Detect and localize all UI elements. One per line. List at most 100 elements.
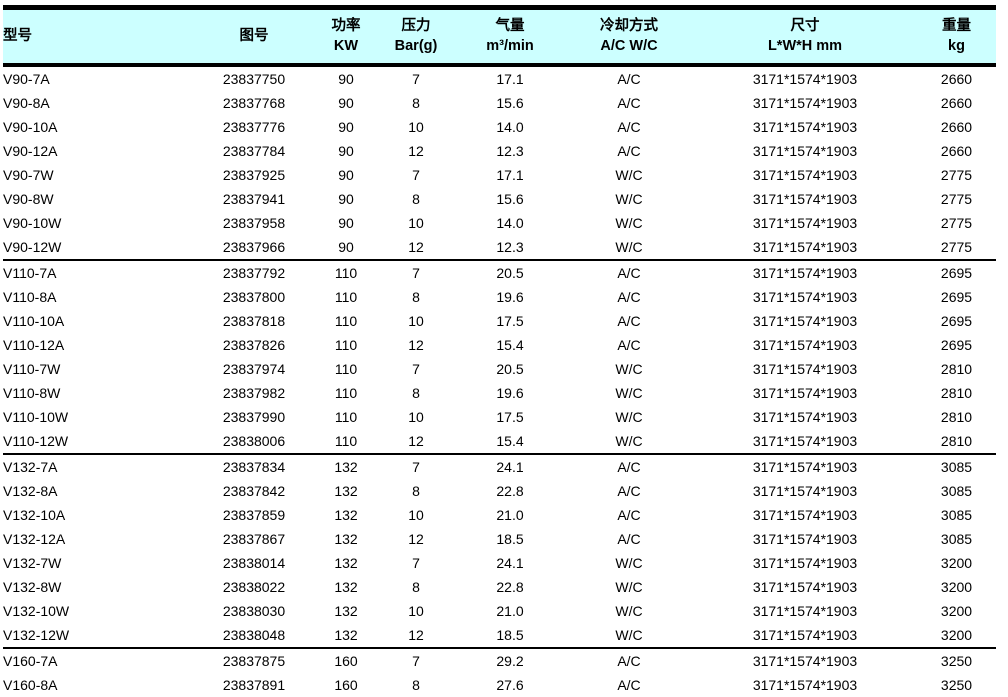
cell-drawing: 23837958 xyxy=(222,215,286,231)
cell-press: 7 xyxy=(412,71,420,87)
cell-cool: W/C xyxy=(615,361,643,377)
cell-power: 132 xyxy=(334,579,358,595)
cell-flow: 22.8 xyxy=(496,579,524,595)
cell-drawing: 23838048 xyxy=(222,627,286,643)
cell-weight: 3250 xyxy=(917,647,996,673)
table-row[interactable]: V160-7A 23837875 160 7 29.2 A/C 3171*1574*1903… xyxy=(3,647,996,673)
column-header-drawing: 图号 xyxy=(193,5,315,67)
table-row[interactable]: V110-12A 23837826 110 12 15.4 A/C 3171*1574*19… xyxy=(3,333,996,357)
table-row[interactable]: V160-8A 23837891 160 8 27.6 A/C 3171*1574*1903… xyxy=(3,673,996,697)
table-row[interactable]: V90-8A 23837768 90 8 15.6 A/C 3171*1574*1903 26… xyxy=(3,91,996,115)
cell-weight: 2810 xyxy=(940,409,973,425)
table-row[interactable]: V90-12A 23837784 90 12 12.3 A/C 3171*1574*1903… xyxy=(3,139,996,163)
cell-cool: A/C xyxy=(617,289,641,305)
cell-power: 90 xyxy=(338,95,354,111)
spec-sheet: 型号 图号 功率 KW 压力 Bar(g) 气量 m³/min xyxy=(3,5,996,692)
cell-drawing: 23838006 xyxy=(222,433,286,449)
cell-power: 110 xyxy=(334,385,358,401)
cell-flow: 20.5 xyxy=(455,259,565,285)
cell-press: 10 xyxy=(408,215,424,231)
cell-model: V110-10W xyxy=(3,409,69,425)
cell-cool: A/C xyxy=(565,453,693,479)
table-row[interactable]: V132-8A 23837842 132 8 22.8 A/C 3171*1574*1903… xyxy=(3,479,996,503)
cell-power: 160 xyxy=(334,677,358,693)
cell-cool: A/C xyxy=(617,313,641,329)
cell-model: V110-12W xyxy=(3,433,69,449)
column-header-cooling: 冷却方式 A/C W/C xyxy=(565,5,693,67)
cell-cool: A/C xyxy=(565,259,693,285)
table-row[interactable]: V110-8W 23837982 110 8 19.6 W/C 3171*1574*1903… xyxy=(3,381,996,405)
table-row[interactable]: V110-7A 23837792 110 7 20.5 A/C 3171*1574*1903… xyxy=(3,259,996,285)
cell-flow: 15.6 xyxy=(496,95,524,111)
cell-drawing: 23838030 xyxy=(222,603,286,619)
cell-power: 110 xyxy=(334,361,358,377)
cell-drawing: 23837966 xyxy=(222,239,286,255)
table-row[interactable]: V132-10W 23838030 132 10 21.0 W/C 3171*1574*19… xyxy=(3,599,996,623)
cell-press: 10 xyxy=(408,313,424,329)
cell-model: V110-8A xyxy=(3,289,57,305)
cell-cool: W/C xyxy=(615,603,643,619)
table-row[interactable]: V110-10W 23837990 110 10 17.5 W/C 3171*1574*19… xyxy=(3,405,996,429)
cell-flow: 18.5 xyxy=(496,627,524,643)
cell-power: 132 xyxy=(315,453,377,479)
cell-weight: 2775 xyxy=(940,239,973,255)
cell-weight: 2695 xyxy=(940,337,973,353)
cell-press: 8 xyxy=(412,191,420,207)
table-row[interactable]: V90-12W 23837966 90 12 12.3 W/C 3171*1574*1903… xyxy=(3,235,996,260)
cell-drawing: 23838014 xyxy=(222,555,286,571)
cell-dim: 3171*1574*1903 xyxy=(752,95,858,111)
cell-dim: 3171*1574*1903 xyxy=(693,259,917,285)
cell-drawing: 23837941 xyxy=(222,191,286,207)
table-row[interactable]: V110-7W 23837974 110 7 20.5 W/C 3171*1574*1903… xyxy=(3,357,996,381)
column-header-cooling-line1: 冷却方式 xyxy=(600,18,658,34)
table-row[interactable]: V90-7A 23837750 90 7 17.1 A/C 3171*1574*1903 26… xyxy=(3,65,996,91)
table-row[interactable]: V90-10W 23837958 90 10 14.0 W/C 3171*1574*1903… xyxy=(3,211,996,235)
column-header-model-line1: 型号 xyxy=(3,28,32,44)
cell-model: V110-10A xyxy=(3,313,65,329)
cell-press: 7 xyxy=(412,361,420,377)
cell-cool: A/C xyxy=(617,483,641,499)
cell-weight: 2660 xyxy=(940,95,973,111)
cell-press: 12 xyxy=(408,239,424,255)
cell-dim: 3171*1574*1903 xyxy=(752,531,858,547)
cell-drawing: 23837750 xyxy=(222,71,286,87)
cell-flow: 24.1 xyxy=(455,453,565,479)
table-row[interactable]: V110-8A 23837800 110 8 19.6 A/C 3171*1574*1903… xyxy=(3,285,996,309)
cell-drawing: 23837982 xyxy=(222,385,286,401)
column-header-weight-line2: kg xyxy=(948,38,965,54)
table-row[interactable]: V132-8W 23838022 132 8 22.8 W/C 3171*1574*1903… xyxy=(3,575,996,599)
specification-table: 型号 图号 功率 KW 压力 Bar(g) 气量 m³/min xyxy=(3,5,996,697)
cell-drawing: 23837842 xyxy=(222,483,286,499)
table-row[interactable]: V132-7A 23837834 132 7 24.1 A/C 3171*1574*1903… xyxy=(3,453,996,479)
column-header-dimensions: 尺寸 L*W*H mm xyxy=(693,5,917,67)
cell-dim: 3171*1574*1903 xyxy=(752,239,858,255)
cell-dim: 3171*1574*1903 xyxy=(752,361,858,377)
column-header-model: 型号 xyxy=(3,5,193,67)
table-row[interactable]: V132-10A 23837859 132 10 21.0 A/C 3171*1574*19… xyxy=(3,503,996,527)
table-row[interactable]: V90-8W 23837941 90 8 15.6 W/C 3171*1574*1903 27… xyxy=(3,187,996,211)
cell-press: 8 xyxy=(412,677,420,693)
table-row[interactable]: V110-10A 23837818 110 10 17.5 A/C 3171*1574*19… xyxy=(3,309,996,333)
cell-dim: 3171*1574*1903 xyxy=(752,143,858,159)
cell-flow: 20.5 xyxy=(496,361,524,377)
cell-drawing: 23837867 xyxy=(222,531,286,547)
table-row[interactable]: V132-12A 23837867 132 12 18.5 A/C 3171*1574*19… xyxy=(3,527,996,551)
cell-cool: W/C xyxy=(615,385,643,401)
cell-cool: W/C xyxy=(615,167,643,183)
cell-flow: 21.0 xyxy=(496,507,524,523)
cell-cool: W/C xyxy=(615,239,643,255)
cell-cool: A/C xyxy=(617,71,641,87)
table-row[interactable]: V132-7W 23838014 132 7 24.1 W/C 3171*1574*1903… xyxy=(3,551,996,575)
table-row[interactable]: V90-7W 23837925 90 7 17.1 W/C 3171*1574*1903 27… xyxy=(3,163,996,187)
cell-press: 8 xyxy=(412,385,420,401)
table-row[interactable]: V110-12W 23838006 110 12 15.4 W/C 3171*1574*19… xyxy=(3,429,996,454)
cell-model: V110-12A xyxy=(3,337,65,353)
cell-press: 8 xyxy=(412,483,420,499)
table-row[interactable]: V90-10A 23837776 90 10 14.0 A/C 3171*1574*1903… xyxy=(3,115,996,139)
cell-press: 12 xyxy=(408,337,424,353)
cell-power: 132 xyxy=(334,483,358,499)
cell-drawing: 23837974 xyxy=(222,361,286,377)
cell-press: 12 xyxy=(408,433,424,449)
table-row[interactable]: V132-12W 23838048 132 12 18.5 W/C 3171*1574*19… xyxy=(3,623,996,648)
cell-dim: 3171*1574*1903 xyxy=(752,677,858,693)
